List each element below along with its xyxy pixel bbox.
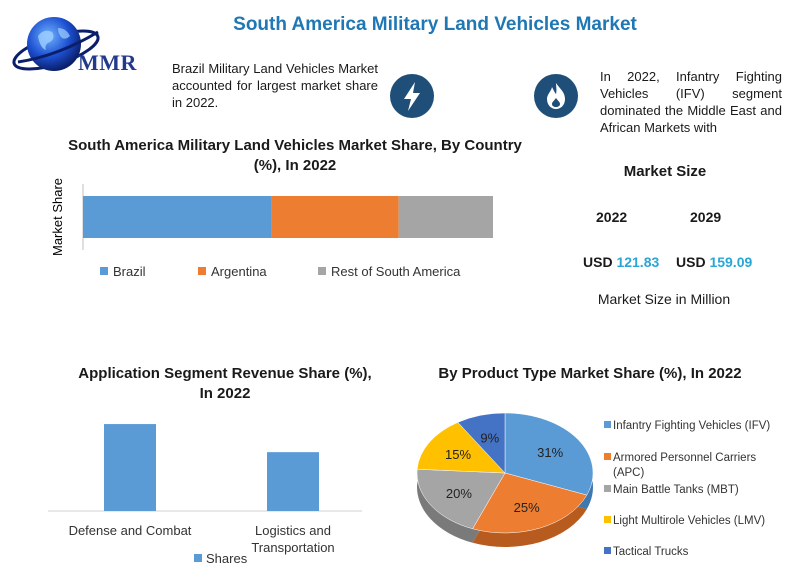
pie-slice bbox=[504, 412, 594, 496]
market-size-value-2029: USD 159.09 bbox=[676, 254, 752, 270]
pie-slice bbox=[457, 412, 506, 474]
category-label: Defense and Combat bbox=[69, 523, 192, 538]
legend-label: Armored Personnel Carriers (APC) bbox=[613, 452, 756, 479]
market-size-value-2022: USD 121.83 bbox=[583, 254, 659, 270]
legend-swatch bbox=[604, 547, 611, 554]
logo-text: MMR bbox=[78, 50, 137, 75]
y-axis-label: Market Share bbox=[50, 178, 65, 256]
globe-icon bbox=[12, 17, 100, 71]
legend-swatch bbox=[604, 453, 611, 460]
legend-swatch bbox=[318, 267, 326, 275]
insight-brazil: Brazil Military Land Vehicles Market acc… bbox=[172, 61, 378, 110]
legend-label: Brazil bbox=[113, 264, 146, 279]
legend-swatch bbox=[198, 267, 206, 275]
bar-segment-brazil bbox=[83, 196, 272, 238]
page-title: South America Military Land Vehicles Mar… bbox=[233, 14, 637, 35]
product-chart-title: By Product Type Market Share (%), In 202… bbox=[438, 365, 742, 382]
column-bar bbox=[104, 424, 156, 511]
country-share-chart: Market Share Brazil Argentina Rest of South… bbox=[50, 178, 493, 279]
bar-segment-argentina bbox=[271, 196, 399, 238]
bar-segment-rest-of-south-america bbox=[398, 196, 493, 238]
pie-value-label: 15% bbox=[445, 447, 471, 462]
legend-label: Argentina bbox=[211, 264, 267, 279]
currency-label: USD bbox=[583, 254, 613, 270]
market-size-year-2022: 2022 bbox=[596, 209, 628, 225]
legend-swatch bbox=[604, 421, 611, 428]
lightning-bolt-icon bbox=[390, 74, 434, 118]
value-number: 121.83 bbox=[616, 254, 660, 270]
legend-swatch bbox=[604, 485, 611, 492]
pie-slice bbox=[416, 468, 506, 530]
legend-label: Shares bbox=[206, 551, 248, 566]
legend-label: Rest of South America bbox=[331, 264, 461, 279]
legend-swatch bbox=[604, 516, 611, 523]
legend-swatch bbox=[194, 554, 202, 562]
market-size-unit-note: Market Size in Million bbox=[597, 291, 731, 307]
market-size-heading: Market Size bbox=[623, 163, 707, 180]
market-size-year-2029: 2029 bbox=[690, 209, 722, 225]
pie-value-label: 31% bbox=[537, 445, 563, 460]
column-bar bbox=[267, 452, 319, 511]
pie-slice bbox=[472, 472, 588, 534]
insight-ifv: In 2022, Infantry Fighting Vehicles (IFV… bbox=[600, 69, 782, 135]
value-number: 159.09 bbox=[709, 254, 753, 270]
pie-value-label: 9% bbox=[480, 430, 499, 445]
logo bbox=[8, 6, 158, 86]
legend-label: Tactical Trucks bbox=[613, 546, 689, 558]
flame-icon bbox=[534, 74, 578, 118]
product-type-pie-chart: 31% 25% 20% 15% 9% Infantry Fighting Vehicles… bbox=[416, 412, 770, 558]
legend-label: Main Battle Tanks (MBT) bbox=[613, 484, 739, 496]
currency-label: USD bbox=[676, 254, 706, 270]
legend-label: Infantry Fighting Vehicles (IFV) bbox=[613, 420, 770, 432]
pie-value-label: 25% bbox=[514, 500, 540, 515]
category-label: Logistics and Transportation bbox=[251, 523, 334, 555]
pie-value-label: 20% bbox=[446, 486, 472, 501]
legend-swatch bbox=[100, 267, 108, 275]
application-chart-title: Application Segment Revenue Share (%), I… bbox=[78, 365, 372, 402]
pie-slice bbox=[416, 422, 506, 474]
country-chart-title: South America Military Land Vehicles Mar… bbox=[68, 137, 522, 174]
legend-label: Light Multirole Vehicles (LMV) bbox=[613, 515, 765, 527]
application-share-chart: Defense and Combat Logistics and Transport… bbox=[48, 424, 362, 566]
